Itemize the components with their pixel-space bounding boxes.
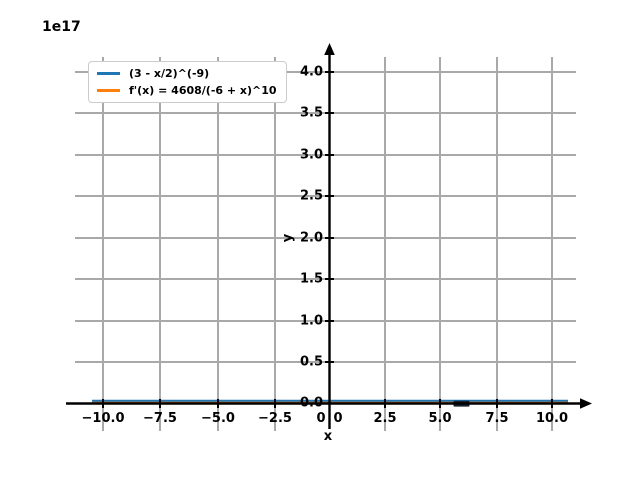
- x-tick-label: 7.5: [485, 411, 509, 426]
- x-tick-label: 2.5: [373, 411, 397, 426]
- x-tick-label: −10.0: [81, 411, 125, 426]
- x-axis-title: x: [323, 429, 333, 444]
- y-tick-label: 2.5: [299, 188, 323, 204]
- y-tick-label: 3.0: [299, 147, 323, 163]
- legend: (3 - x/2)^(-9) f'(x) = 4608/(-6 + x)^10: [88, 61, 287, 104]
- x-tick-label-origin-right: 0: [333, 411, 343, 426]
- axes-spines: [66, 54, 582, 429]
- tick-marks: [102, 71, 553, 408]
- legend-entry: (3 - x/2)^(-9): [97, 67, 277, 80]
- x-tick-label: 10.0: [535, 411, 569, 426]
- legend-entry: f'(x) = 4608/(-6 + x)^10: [97, 84, 277, 97]
- y-tick-label: 3.5: [299, 105, 323, 121]
- y-tick-label: 0.0: [299, 395, 323, 411]
- x-tick-label: −7.5: [143, 411, 177, 426]
- legend-line-sample-blue: [97, 72, 120, 76]
- y-tick-label: 1.0: [299, 313, 323, 329]
- legend-line-sample-orange: [97, 89, 120, 93]
- legend-label: f'(x) = 4608/(-6 + x)^10: [129, 84, 277, 98]
- y-axis-offset-text: 1e17: [42, 19, 81, 35]
- y-tick-label: 0.5: [299, 354, 323, 370]
- x-tick-label: −5.0: [201, 411, 235, 426]
- legend-label: (3 - x/2)^(-9): [129, 67, 210, 80]
- y-tick-label: 1.5: [299, 271, 323, 287]
- y-axis-title: y: [280, 233, 296, 243]
- y-tick-label: 2.0: [299, 230, 323, 246]
- x-tick-label-origin-left: 0: [316, 411, 326, 426]
- x-axis-arrowhead: [580, 398, 592, 409]
- x-tick-label: 5.0: [428, 411, 452, 426]
- y-tick-label: 4.0: [299, 64, 323, 80]
- y-axis-arrowhead: [324, 43, 335, 55]
- x-tick-label: −2.5: [258, 411, 292, 426]
- axes-arrowheads: [324, 43, 592, 409]
